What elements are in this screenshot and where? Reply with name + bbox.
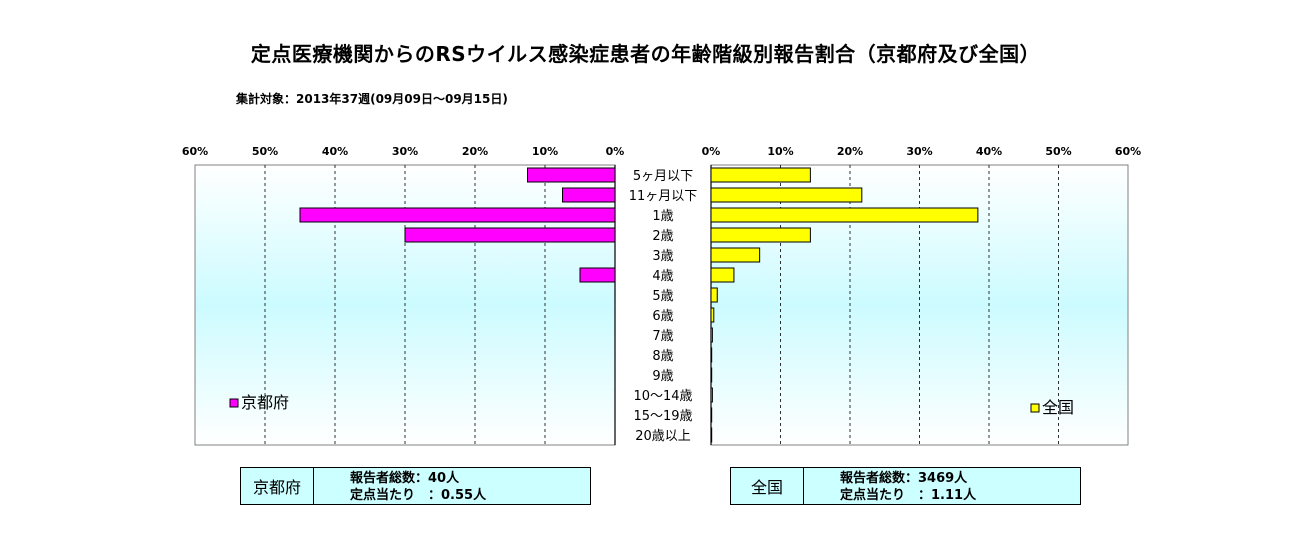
national-box-name: 全国 [731, 468, 804, 504]
national-legend-label: 全国 [1042, 398, 1074, 417]
national-total-reports: 報告者総数：3469人 [840, 471, 968, 486]
national-bar [710, 167, 811, 183]
national-tick-label: 50% [1045, 145, 1071, 158]
kyoto-box-name: 京都府 [241, 468, 314, 504]
kyoto-bar [404, 227, 616, 243]
category-label: 9歳 [652, 369, 673, 384]
national-bar [710, 347, 713, 363]
chart-subtitle: 集計対象：2013年37週(09月09日～09月15日) [236, 92, 508, 106]
kyoto-bar [299, 207, 616, 223]
national-bar [710, 427, 713, 443]
national-bar [710, 227, 811, 243]
national-legend-swatch [1030, 403, 1040, 413]
kyoto-tick-label: 50% [252, 145, 278, 158]
age-group-chart: 60% 50% 40% 30% 20% 10% 0% 0% 10% 20% 30% 40% 50% 60… [182, 145, 1141, 446]
kyoto-tick-label: 60% [182, 145, 208, 158]
legends: 京都府 全国 [229, 393, 1074, 417]
page-title: 定点医療機関からのRSウイルス感染症患者の年齢階級別報告割合（京都府及び全国） [250, 42, 1041, 66]
national-tick-label: 10% [767, 145, 793, 158]
category-labels: 5ヶ月以下 11ヶ月以下 1歳 2歳 3歳 4歳 5歳 6歳 7歳 8歳 9歳 10～14歳 15～19… [629, 169, 698, 444]
national-bar [710, 207, 979, 223]
national-per-sentinel: 定点当たり ：1.11人 [840, 488, 977, 503]
kyoto-panel: 60% 50% 40% 30% 20% 10% 0% [182, 145, 625, 446]
national-panel: 0% 10% 20% 30% 40% 50% 60% [702, 145, 1141, 446]
national-tick-label: 20% [837, 145, 863, 158]
kyoto-total-reports: 報告者総数：40人 [350, 471, 460, 486]
category-label: 6歳 [652, 309, 673, 324]
national-bar [710, 187, 863, 203]
national-bar [710, 307, 715, 323]
kyoto-bar [562, 187, 616, 203]
national-tick-label: 60% [1115, 145, 1141, 158]
national-bar [710, 367, 713, 383]
category-label: 1歳 [652, 209, 673, 224]
kyoto-legend-label: 京都府 [241, 393, 289, 412]
kyoto-bar [579, 267, 616, 283]
national-bar [710, 287, 718, 303]
kyoto-tick-label: 30% [392, 145, 418, 158]
category-label: 20歳以上 [635, 429, 691, 444]
category-label: 5ヶ月以下 [633, 169, 693, 184]
national-bar [710, 267, 735, 283]
national-bar [710, 327, 713, 343]
kyoto-legend-swatch [229, 398, 239, 408]
category-label: 15～19歳 [633, 409, 692, 424]
kyoto-bar [527, 167, 616, 183]
national-tick-label: 40% [976, 145, 1002, 158]
category-label: 4歳 [652, 269, 673, 284]
national-tick-label: 30% [906, 145, 932, 158]
kyoto-tick-label: 0% [606, 145, 625, 158]
kyoto-tick-label: 10% [532, 145, 558, 158]
kyoto-stat-box: 京都府 報告者総数：40人 定点当たり ：0.55人 [240, 467, 591, 505]
national-stat-box: 全国 報告者総数：3469人 定点当たり ：1.11人 [730, 467, 1081, 505]
category-label: 3歳 [652, 249, 673, 264]
national-bar [710, 247, 761, 263]
kyoto-tick-label: 40% [322, 145, 348, 158]
category-label: 8歳 [652, 349, 673, 364]
national-bar [710, 387, 713, 403]
kyoto-per-sentinel: 定点当たり ：0.55人 [350, 488, 487, 503]
category-label: 7歳 [652, 329, 673, 344]
category-label: 10～14歳 [633, 389, 692, 404]
national-tick-label: 0% [702, 145, 721, 158]
category-label: 5歳 [652, 289, 673, 304]
category-label: 11ヶ月以下 [629, 189, 698, 204]
kyoto-tick-label: 20% [462, 145, 488, 158]
national-bar [710, 407, 713, 423]
category-label: 2歳 [652, 229, 673, 244]
